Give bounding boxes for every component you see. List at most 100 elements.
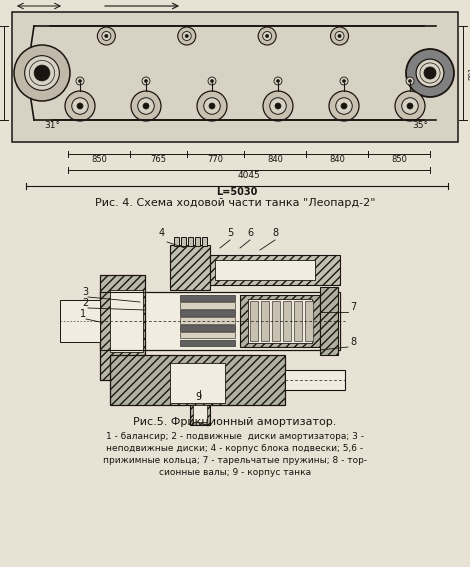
Bar [294, 301, 302, 341]
Circle shape [335, 32, 344, 40]
Circle shape [395, 91, 425, 121]
Bar [110, 355, 285, 405]
Circle shape [77, 103, 83, 109]
Text: 4: 4 [159, 228, 165, 238]
Circle shape [143, 103, 149, 109]
Circle shape [263, 32, 272, 40]
Bar [180, 340, 235, 346]
Bar [170, 363, 225, 403]
Circle shape [274, 77, 282, 85]
Text: 840: 840 [267, 155, 283, 164]
Bar [180, 302, 235, 309]
Bar [110, 290, 143, 352]
Text: 1: 1 [80, 309, 86, 319]
Circle shape [263, 91, 293, 121]
Bar [210, 255, 340, 285]
Circle shape [105, 35, 108, 37]
Circle shape [424, 67, 436, 79]
Text: неподвижные диски; 4 - корпус блока подвески; 5,6 -: неподвижные диски; 4 - корпус блока подв… [106, 444, 364, 453]
Circle shape [338, 35, 341, 37]
Circle shape [343, 79, 345, 83]
Circle shape [408, 79, 412, 83]
Text: L=5030: L=5030 [216, 187, 258, 197]
Circle shape [211, 79, 213, 83]
Bar [180, 332, 235, 338]
Text: 2: 2 [82, 298, 88, 308]
Bar [193, 405, 207, 422]
Text: 8: 8 [272, 228, 278, 238]
Circle shape [144, 79, 148, 83]
Circle shape [406, 77, 414, 85]
Text: 850: 850 [391, 155, 407, 164]
Text: сионные валы; 9 - корпус танка: сионные валы; 9 - корпус танка [159, 468, 311, 477]
Circle shape [182, 32, 191, 40]
Circle shape [340, 77, 348, 85]
Bar [180, 325, 235, 331]
Circle shape [329, 91, 359, 121]
Circle shape [178, 27, 196, 45]
Text: 4045: 4045 [238, 171, 260, 180]
Bar [180, 318, 235, 324]
Bar [188, 237, 193, 246]
Bar [283, 301, 291, 341]
Text: 1 - балансир; 2 - подвижные  диски амортизатора; 3 -: 1 - балансир; 2 - подвижные диски аморти… [106, 432, 364, 441]
Circle shape [97, 27, 115, 45]
Circle shape [138, 98, 154, 114]
Bar [195, 237, 200, 246]
Text: 770: 770 [207, 155, 224, 164]
Circle shape [266, 35, 269, 37]
Circle shape [336, 98, 352, 114]
Bar [174, 237, 179, 246]
Bar [180, 310, 235, 316]
Circle shape [78, 79, 81, 83]
Text: 3: 3 [82, 287, 88, 297]
Text: 6: 6 [247, 228, 253, 238]
Circle shape [14, 45, 70, 101]
Bar [285, 370, 345, 390]
Text: 7: 7 [350, 302, 356, 312]
Bar [272, 301, 280, 341]
Circle shape [208, 77, 216, 85]
Bar [250, 301, 258, 341]
Text: 765: 765 [150, 155, 166, 164]
Bar [215, 260, 315, 280]
Circle shape [341, 103, 347, 109]
Circle shape [402, 98, 418, 114]
Text: Рис. 4. Схема ходовой части танка "Леопард-2": Рис. 4. Схема ходовой части танка "Леопа… [95, 198, 375, 208]
Bar [180, 295, 235, 301]
Bar [320, 287, 338, 355]
Bar [181, 237, 186, 246]
Bar [100, 275, 145, 380]
Bar [240, 295, 320, 347]
Bar [305, 301, 313, 341]
Text: прижимные кольца; 7 - тарельчатые пружины; 8 - тор-: прижимные кольца; 7 - тарельчатые пружин… [103, 456, 367, 465]
Text: 840: 840 [329, 155, 345, 164]
Circle shape [275, 103, 281, 109]
Bar [261, 301, 269, 341]
Circle shape [258, 27, 276, 45]
Circle shape [276, 79, 280, 83]
Bar [100, 292, 340, 350]
Text: 35°: 35° [412, 121, 428, 130]
Text: 31°: 31° [44, 121, 60, 130]
Text: 9: 9 [195, 392, 201, 402]
Bar [190, 405, 210, 425]
Circle shape [197, 91, 227, 121]
Bar [12, 12, 458, 142]
Text: 8: 8 [350, 337, 356, 347]
Circle shape [76, 77, 84, 85]
Text: 5: 5 [227, 228, 233, 238]
Circle shape [330, 27, 349, 45]
Bar [170, 245, 210, 290]
Circle shape [416, 59, 444, 87]
Circle shape [65, 91, 95, 121]
Circle shape [185, 35, 188, 37]
Bar [60, 300, 100, 342]
Bar [202, 237, 207, 246]
Circle shape [131, 91, 161, 121]
Circle shape [72, 98, 88, 114]
Text: 850: 850 [91, 155, 107, 164]
Text: Рис.5. Фрикционный амортизатор.: Рис.5. Фрикционный амортизатор. [133, 417, 337, 427]
Circle shape [270, 98, 286, 114]
Circle shape [406, 49, 454, 97]
